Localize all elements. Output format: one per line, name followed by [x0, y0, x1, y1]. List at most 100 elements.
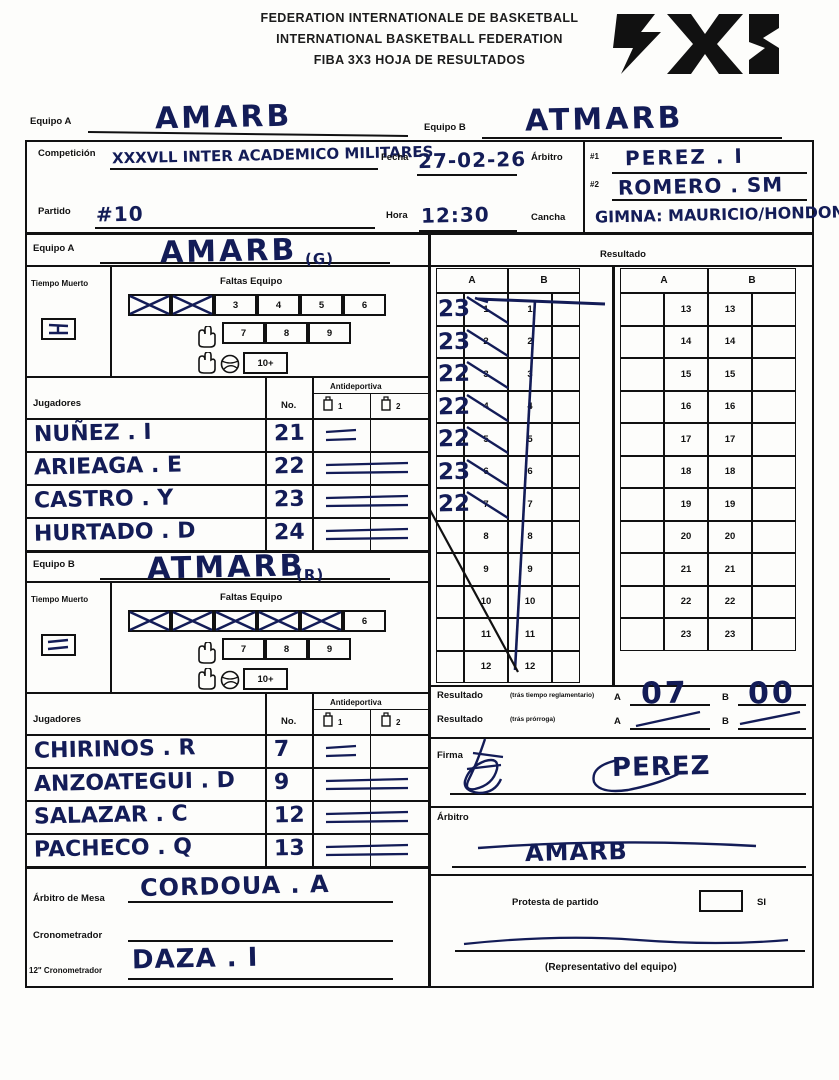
score-right-b-cell-22[interactable]: 22: [708, 585, 752, 618]
score-right-b-write-cell-22[interactable]: [752, 585, 796, 618]
score-left-a-write-cell-5[interactable]: [436, 423, 464, 456]
score-right-b-cell-16[interactable]: 16: [708, 390, 752, 423]
score-right-b-write-cell-21[interactable]: [752, 553, 796, 586]
score-right-a-cell-22[interactable]: 22: [664, 585, 708, 618]
score-right-b-cell-23[interactable]: 23: [708, 618, 752, 651]
team-a-foul-box-1[interactable]: 1: [128, 294, 171, 316]
score-left-a-write-cell-10[interactable]: [436, 585, 464, 618]
score-right-a-cell-19[interactable]: 19: [664, 488, 708, 521]
score-left-b-cell-10[interactable]: 10: [508, 585, 552, 618]
team-a-foul-box-6[interactable]: 6: [343, 294, 386, 316]
score-right-b-write-cell-16[interactable]: [752, 390, 796, 423]
score-right-a-cell-15[interactable]: 15: [664, 358, 708, 391]
team-a-foul-box-10+[interactable]: 10+: [243, 352, 288, 374]
team-b-foul-box-4[interactable]: 4: [257, 610, 300, 632]
score-right-a-cell-18[interactable]: 18: [664, 455, 708, 488]
score-left-a-cell-5[interactable]: 5: [464, 423, 508, 456]
team-b-foul-box-8[interactable]: 8: [265, 638, 308, 660]
score-left-b-write-cell-2[interactable]: [552, 325, 580, 358]
team-b-foul-box-10+[interactable]: 10+: [243, 668, 288, 690]
score-right-b-cell-18[interactable]: 18: [708, 455, 752, 488]
score-left-a-write-cell-3[interactable]: [436, 358, 464, 391]
team-a-timeout-box[interactable]: [41, 318, 76, 340]
score-right-b-cell-17[interactable]: 17: [708, 423, 752, 456]
team-a-foul-box-4[interactable]: 4: [257, 294, 300, 316]
score-left-a-write-cell-8[interactable]: [436, 520, 464, 553]
score-right-a-cell-21[interactable]: 21: [664, 553, 708, 586]
score-right-a-write-cell-20[interactable]: [620, 520, 664, 553]
score-right-a-cell-20[interactable]: 20: [664, 520, 708, 553]
score-right-a-cell-23[interactable]: 23: [664, 618, 708, 651]
score-left-a-write-cell-9[interactable]: [436, 553, 464, 586]
score-left-b-cell-1[interactable]: 1: [508, 293, 552, 326]
score-right-a-write-cell-17[interactable]: [620, 423, 664, 456]
score-left-a-cell-10[interactable]: 10: [464, 585, 508, 618]
score-left-b-cell-7[interactable]: 7: [508, 488, 552, 521]
team-a-foul-box-7[interactable]: 7: [222, 322, 265, 344]
score-left-a-cell-11[interactable]: 11: [464, 618, 508, 651]
score-left-b-cell-4[interactable]: 4: [508, 390, 552, 423]
score-left-b-cell-2[interactable]: 2: [508, 325, 552, 358]
score-right-b-write-cell-13[interactable]: [752, 293, 796, 326]
team-b-foul-box-5[interactable]: 5: [300, 610, 343, 632]
score-left-b-cell-11[interactable]: 11: [508, 618, 552, 651]
score-right-b-cell-20[interactable]: 20: [708, 520, 752, 553]
score-right-a-write-cell-21[interactable]: [620, 553, 664, 586]
protesta-checkbox[interactable]: [699, 890, 743, 912]
score-right-b-write-cell-17[interactable]: [752, 423, 796, 456]
team-b-foul-box-7[interactable]: 7: [222, 638, 265, 660]
score-left-b-cell-8[interactable]: 8: [508, 520, 552, 553]
score-right-b-write-cell-15[interactable]: [752, 358, 796, 391]
score-left-b-write-cell-8[interactable]: [552, 520, 580, 553]
team-b-timeout-box[interactable]: [41, 634, 76, 656]
score-left-a-cell-7[interactable]: 7: [464, 488, 508, 521]
score-left-a-write-cell-12[interactable]: [436, 650, 464, 683]
score-left-a-cell-4[interactable]: 4: [464, 390, 508, 423]
score-left-a-write-cell-4[interactable]: [436, 390, 464, 423]
score-left-a-cell-3[interactable]: 3: [464, 358, 508, 391]
score-right-a-cell-13[interactable]: 13: [664, 293, 708, 326]
team-a-foul-box-9[interactable]: 9: [308, 322, 351, 344]
score-left-b-write-cell-1[interactable]: [552, 293, 580, 326]
score-left-b-write-cell-5[interactable]: [552, 423, 580, 456]
score-right-a-write-cell-23[interactable]: [620, 618, 664, 651]
team-a-foul-box-3[interactable]: 3: [214, 294, 257, 316]
score-left-a-cell-1[interactable]: 1: [464, 293, 508, 326]
score-right-a-cell-17[interactable]: 17: [664, 423, 708, 456]
team-a-foul-box-5[interactable]: 5: [300, 294, 343, 316]
team-b-foul-box-2[interactable]: 2: [171, 610, 214, 632]
score-left-b-cell-9[interactable]: 9: [508, 553, 552, 586]
score-right-b-cell-14[interactable]: 14: [708, 325, 752, 358]
score-left-b-cell-3[interactable]: 3: [508, 358, 552, 391]
score-right-b-cell-13[interactable]: 13: [708, 293, 752, 326]
score-left-b-write-cell-11[interactable]: [552, 618, 580, 651]
team-b-foul-box-1[interactable]: 1: [128, 610, 171, 632]
score-right-b-write-cell-14[interactable]: [752, 325, 796, 358]
team-a-foul-box-8[interactable]: 8: [265, 322, 308, 344]
score-left-b-write-cell-3[interactable]: [552, 358, 580, 391]
score-right-a-cell-14[interactable]: 14: [664, 325, 708, 358]
score-left-a-cell-8[interactable]: 8: [464, 520, 508, 553]
team-b-foul-box-9[interactable]: 9: [308, 638, 351, 660]
score-left-b-cell-6[interactable]: 6: [508, 455, 552, 488]
score-right-a-write-cell-14[interactable]: [620, 325, 664, 358]
score-right-b-cell-21[interactable]: 21: [708, 553, 752, 586]
score-left-a-cell-9[interactable]: 9: [464, 553, 508, 586]
score-right-a-write-cell-22[interactable]: [620, 585, 664, 618]
score-right-b-write-cell-19[interactable]: [752, 488, 796, 521]
score-left-a-write-cell-2[interactable]: [436, 325, 464, 358]
score-left-a-write-cell-6[interactable]: [436, 455, 464, 488]
score-right-a-write-cell-16[interactable]: [620, 390, 664, 423]
score-left-b-write-cell-10[interactable]: [552, 585, 580, 618]
score-right-a-write-cell-15[interactable]: [620, 358, 664, 391]
score-right-a-write-cell-18[interactable]: [620, 455, 664, 488]
team-b-foul-box-3[interactable]: 3: [214, 610, 257, 632]
score-right-b-write-cell-20[interactable]: [752, 520, 796, 553]
score-left-b-write-cell-9[interactable]: [552, 553, 580, 586]
score-left-a-cell-2[interactable]: 2: [464, 325, 508, 358]
score-right-b-write-cell-18[interactable]: [752, 455, 796, 488]
team-b-foul-box-6[interactable]: 6: [343, 610, 386, 632]
score-left-b-write-cell-4[interactable]: [552, 390, 580, 423]
score-right-b-write-cell-23[interactable]: [752, 618, 796, 651]
score-left-b-write-cell-12[interactable]: [552, 650, 580, 683]
